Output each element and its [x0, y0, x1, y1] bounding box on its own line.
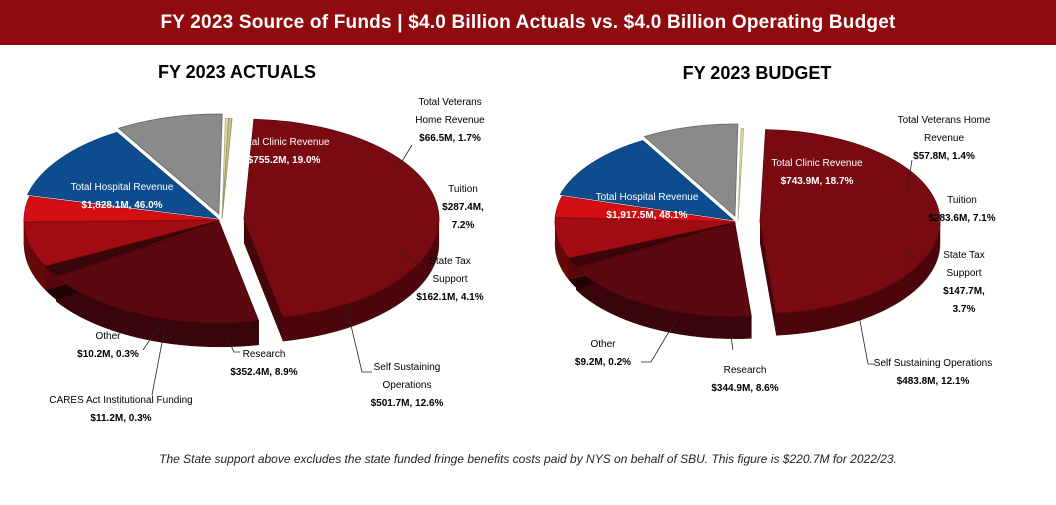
slice-name-label: Operations [383, 380, 432, 391]
slice-value-label: $57.8M, 1.4% [913, 151, 975, 162]
chart-title: FY 2023 ACTUALS [158, 62, 316, 82]
slice-name-label: Total Clinic Revenue [771, 158, 863, 169]
slice-name-label: Total Hospital Revenue [71, 182, 174, 193]
leader-line [729, 329, 734, 351]
slice-name-label: Home Revenue [415, 115, 485, 126]
leader-line [399, 252, 419, 265]
slice-tuition [23, 219, 220, 267]
slice-tuition [554, 217, 736, 259]
slice-value-label: $162.1M, 4.1% [416, 292, 483, 303]
slice-self-sustaining-operations [27, 131, 219, 219]
banner-title: FY 2023 Source of Funds | $4.0 Billion A… [160, 11, 896, 33]
footnote: The State support above excludes the sta… [159, 452, 897, 466]
slice-value-label: $743.9M, 18.7% [781, 176, 854, 187]
slice-value-label: $352.4M, 8.9% [230, 367, 297, 378]
slice-value-label: $501.7M, 12.6% [371, 398, 444, 409]
leader-line [225, 334, 240, 353]
slice-total-hospital-revenue [243, 118, 440, 318]
slice-total-veterans-home-revenue [568, 222, 736, 267]
slice-name-label: Other [590, 339, 616, 350]
title-banner: FY 2023 Source of Funds | $4.0 Billion A… [0, 0, 1056, 45]
slice-total-clinic-revenue [575, 224, 752, 318]
leader-line [397, 144, 413, 169]
slice-value-label: $1,917.5M, 48.1% [606, 210, 687, 221]
slice-name-label: State Tax [429, 256, 471, 267]
slice-value-label: $11.2M, 0.3% [90, 413, 151, 424]
slice-value-label: 3.7% [953, 304, 976, 315]
leader-line [344, 299, 372, 373]
slice-name-label: Other [95, 331, 121, 342]
slice-name-label: Revenue [924, 133, 964, 144]
leader-line [905, 251, 923, 267]
leader-line [142, 324, 161, 351]
slice-name-label: Tuition [947, 195, 977, 206]
leader-line [857, 309, 875, 365]
slice-name-label: Self Sustaining [374, 362, 441, 373]
leader-line [151, 331, 165, 396]
slice-name-label: Total Clinic Revenue [238, 137, 330, 148]
budget-pie-chart: FY 2023 BUDGET Total Hospital Revenue $1,9… [554, 63, 996, 394]
slice-name-label: Total Hospital Revenue [596, 192, 699, 203]
leader-line [641, 319, 677, 363]
slice-name-label: State Tax [943, 250, 985, 261]
slice-total-clinic-revenue [55, 222, 260, 324]
slice-total-veterans-home-revenue [45, 220, 220, 276]
slice-name-label: Research [243, 349, 286, 360]
slice-name-label: CARES Act Institutional Funding [49, 395, 192, 406]
slice-value-label: $66.5M, 1.7% [419, 133, 481, 144]
slice-name-label: Tuition [448, 184, 478, 195]
slice-cares-act-institutional-funding [221, 118, 233, 219]
slice-name-label: Self Sustaining Operations [874, 358, 992, 369]
slice-value-label: $755.2M, 19.0% [248, 155, 321, 166]
slice-name-label: Support [432, 274, 467, 285]
slice-cut-face [243, 219, 283, 342]
slice-name-label: Total Veterans Home [898, 115, 991, 126]
slice-research [117, 113, 223, 215]
slice-value-label: 7.2% [452, 220, 475, 231]
slice-cut-face [759, 221, 777, 336]
slice-state-tax-support [554, 195, 736, 223]
slice-self-sustaining-operations [559, 140, 735, 221]
slice-value-label: $1,828.1M, 46.0% [81, 200, 162, 211]
slice-total-hospital-revenue [759, 129, 941, 314]
slice-value-label: $283.6M, 7.1% [928, 213, 995, 224]
leader-line [906, 159, 913, 193]
chart-title: FY 2023 BUDGET [683, 63, 832, 83]
slice-name-label: Support [946, 268, 981, 279]
slice-state-tax-support [23, 195, 220, 223]
slice-value-label: $147.7M, [943, 286, 985, 297]
slice-other [737, 128, 745, 221]
actuals-pie-chart: FY 2023 ACTUALS Total Hospital Revenue $1,… [23, 62, 485, 424]
slice-name-label: Research [724, 365, 767, 376]
slice-value-label: $9.2M, 0.2% [575, 357, 631, 368]
slice-research [643, 123, 739, 217]
slice-value-label: $287.4M, [442, 202, 484, 213]
slice-name-label: Total Veterans [418, 97, 481, 108]
slice-value-label: $483.8M, 12.1% [897, 376, 970, 387]
slice-value-label: $10.2M, 0.3% [77, 349, 139, 360]
slice-value-label: $344.9M, 8.6% [711, 383, 778, 394]
